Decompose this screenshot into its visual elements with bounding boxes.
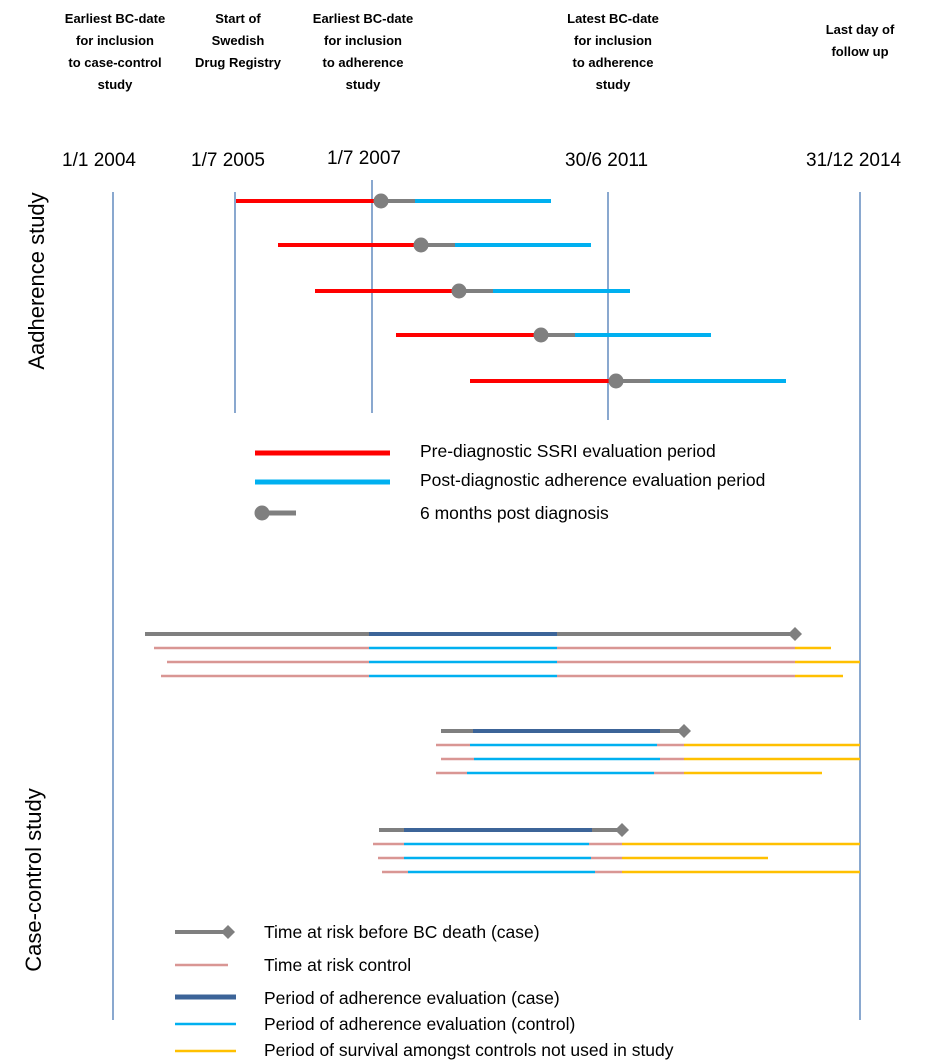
header-earliest-casecontrol: Earliest BC-date for inclusion to case-c… xyxy=(64,11,166,92)
header-latest-adherence: Latest BC-date for inclusion to adherenc… xyxy=(567,11,659,92)
legend-survival: Period of survival amongst controls not … xyxy=(264,1040,674,1060)
diagnosis-dot xyxy=(451,283,467,299)
legend-adherence-case: Period of adherence evaluation (case) xyxy=(264,988,560,1008)
legend-dot-swatch xyxy=(254,505,270,521)
diagnosis-dot xyxy=(608,373,624,389)
case-control-rows xyxy=(145,627,860,874)
date-label-2011: 30/6 2011 xyxy=(565,150,649,171)
legend-pre-diagnostic: Pre-diagnostic SSRI evaluation period xyxy=(420,441,716,461)
case-death-diamond xyxy=(788,627,802,641)
legend-diamond-swatch xyxy=(221,925,235,939)
legend-six-months: 6 months post diagnosis xyxy=(420,503,609,523)
diagnosis-dot xyxy=(533,327,549,343)
legend-risk-case: Time at risk before BC death (case) xyxy=(264,922,540,942)
case-death-diamond xyxy=(677,724,691,738)
diagnosis-dot xyxy=(373,193,389,209)
adherence-rows xyxy=(236,193,786,389)
diagnosis-dot xyxy=(413,237,429,253)
header-start-drug-registry: Start of Swedish Drug Registry xyxy=(195,11,281,70)
header-last-followup: Last day of follow up xyxy=(825,22,895,59)
legend-adherence-control: Period of adherence evaluation (control) xyxy=(264,1014,576,1034)
legend-risk-control: Time at risk control xyxy=(264,955,412,975)
date-label-2005: 1/7 2005 xyxy=(191,150,265,171)
date-label-2014: 31/12 2014 xyxy=(806,150,902,171)
legend-swatches xyxy=(175,450,390,1053)
case-death-diamond xyxy=(615,823,629,837)
date-label-2004: 1/1 2004 xyxy=(62,150,136,171)
legend-post-diagnostic: Post-diagnostic adherence evaluation per… xyxy=(420,470,766,490)
date-label-2007: 1/7 2007 xyxy=(327,148,401,169)
header-earliest-adherence: Earliest BC-date for inclusion to adhere… xyxy=(312,11,414,92)
